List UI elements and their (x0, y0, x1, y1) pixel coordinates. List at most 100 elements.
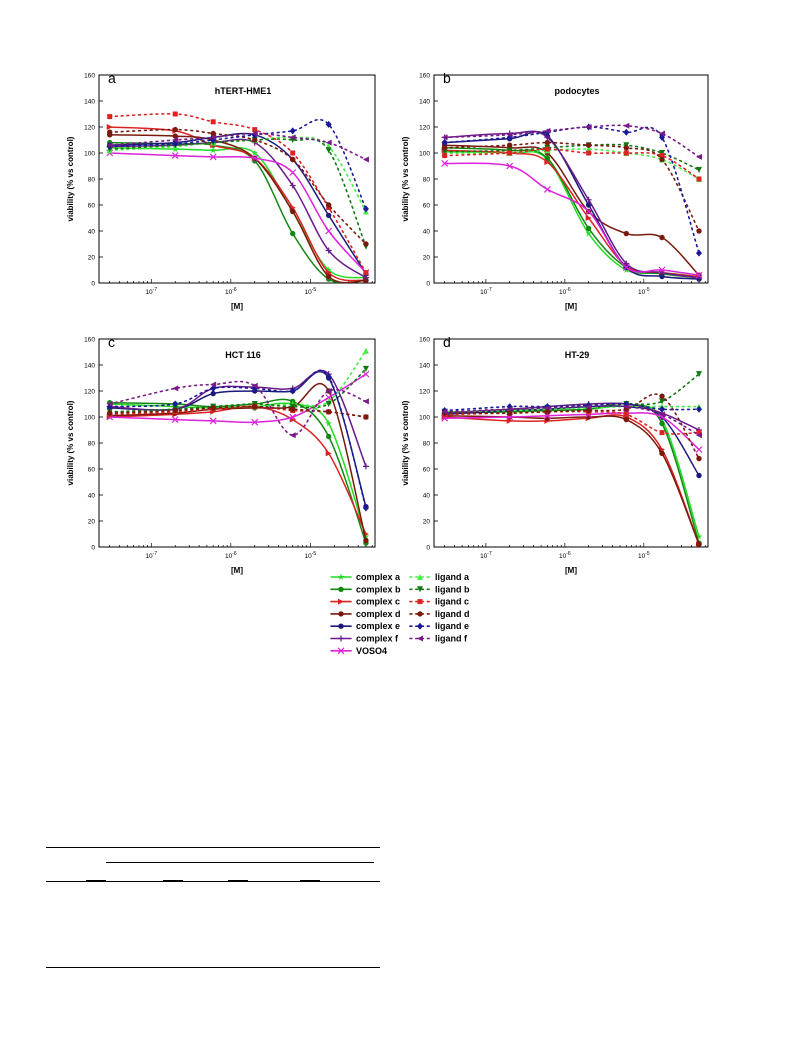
data-point-complex-b (290, 230, 296, 237)
data-point-complex-b (585, 225, 592, 232)
legend-item-voso4: VOSO4 (330, 646, 387, 656)
x-tick-label: 10-6 (559, 287, 571, 296)
data-point-ligand-d (172, 407, 178, 414)
data-point-ligand-f (325, 388, 332, 394)
data-point-complex-e (585, 202, 592, 208)
data-point-ligand-d (363, 241, 369, 247)
series-complex-b (107, 398, 369, 546)
data-point-ligand-f (544, 127, 551, 134)
data-point-ligand-c (544, 146, 550, 152)
x-axis-label: [M] (231, 566, 243, 575)
data-point-ligand-b (325, 147, 332, 154)
data-point-ligand-e (696, 405, 703, 413)
y-tick-label: 120 (84, 388, 95, 395)
data-point-ligand-e (623, 128, 630, 136)
legend-marker (338, 623, 344, 629)
panel-title: podocytes (554, 86, 599, 96)
data-point-complex-d (172, 133, 178, 139)
legend-item-complex-d: complex d (330, 609, 401, 619)
data-point-complex-d (623, 230, 630, 237)
data-point-complex-d (696, 541, 702, 547)
data-point-ligand-c (696, 430, 702, 436)
data-point-complex-c (585, 215, 592, 221)
legend: complex a complex b complex c complex d comp… (330, 572, 470, 656)
series-complex-b (107, 139, 369, 283)
panel-title: hTERT-HME1 (215, 86, 272, 96)
plot-frame (433, 74, 709, 284)
data-point-complex-e (325, 212, 332, 219)
data-point-complex-a (325, 266, 333, 273)
legend-item-complex-c: complex c (330, 597, 400, 607)
data-point-voso4 (325, 394, 333, 401)
data-point-ligand-b (325, 401, 332, 407)
data-point-voso4 (171, 152, 179, 160)
y-tick-label: 60 (88, 202, 96, 209)
data-point-complex-a (362, 533, 370, 540)
y-tick-label: 140 (84, 362, 95, 369)
data-point-voso4 (585, 208, 593, 215)
data-point-complex-b (325, 433, 332, 440)
legend-marker (337, 647, 345, 655)
data-point-ligand-d (107, 129, 113, 135)
data-point-voso4 (622, 263, 630, 271)
data-point-voso4 (251, 418, 259, 426)
plot-frame (98, 74, 376, 284)
data-point-ligand-e (325, 120, 332, 128)
series-ligand-f (106, 380, 369, 439)
legend-label: ligand b (435, 584, 470, 594)
legend-label: ligand e (435, 621, 469, 631)
y-tick-label: 40 (423, 228, 431, 235)
series-ligand-c (442, 146, 702, 182)
legend-label: ligand f (435, 634, 468, 644)
data-point-complex-b (544, 155, 551, 161)
data-point-voso4 (506, 162, 514, 170)
data-point-ligand-f (210, 134, 217, 141)
data-point-complex-a (251, 149, 259, 156)
data-point-voso4 (171, 416, 179, 424)
y-tick-label: 0 (91, 544, 95, 551)
legend-label: ligand c (435, 597, 469, 607)
data-point-complex-c (325, 450, 332, 457)
data-point-complex-c (544, 159, 551, 166)
data-point-complex-a (325, 419, 333, 427)
data-point-complex-c (106, 124, 113, 130)
x-axis-label: [M] (565, 302, 577, 311)
data-point-complex-e (696, 472, 702, 479)
data-point-ligand-f (362, 156, 369, 163)
data-point-ligand-e (441, 139, 448, 147)
series-voso4 (441, 409, 703, 453)
data-point-ligand-e (696, 249, 703, 257)
data-point-ligand-d (290, 406, 296, 412)
panel-letter: c (108, 334, 115, 350)
series-complex-a (106, 400, 370, 540)
data-point-complex-d (290, 208, 296, 215)
data-point-ligand-b (659, 150, 666, 156)
data-point-ligand-d (544, 409, 551, 415)
data-point-complex-c (506, 417, 513, 424)
x-axis-label: [M] (565, 566, 577, 575)
y-tick-label: 0 (426, 280, 430, 287)
data-point-complex-d (659, 450, 665, 457)
data-point-ligand-f (210, 381, 217, 388)
data-point-ligand-c (290, 150, 296, 156)
data-point-ligand-f (696, 432, 703, 439)
y-tick-label: 40 (88, 228, 96, 235)
plot-frame (98, 338, 376, 548)
y-tick-label: 40 (88, 492, 96, 499)
series-ligand-d (107, 403, 369, 420)
data-point-complex-a (695, 533, 703, 540)
data-point-ligand-f (696, 153, 703, 160)
data-point-ligand-d (544, 139, 551, 146)
data-point-ligand-f (441, 408, 448, 415)
y-axis-label: viability (% vs control) (66, 136, 75, 221)
y-tick-label: 120 (419, 388, 430, 395)
data-point-complex-f (289, 182, 296, 189)
legend-marker (417, 611, 423, 617)
legend-label: VOSO4 (356, 646, 387, 656)
y-tick-label: 120 (419, 124, 430, 131)
data-point-ligand-f (289, 432, 296, 439)
series-ligand-e (106, 369, 369, 512)
y-tick-label: 80 (423, 440, 431, 447)
data-point-ligand-d (325, 202, 332, 208)
y-tick-label: 160 (419, 72, 430, 79)
